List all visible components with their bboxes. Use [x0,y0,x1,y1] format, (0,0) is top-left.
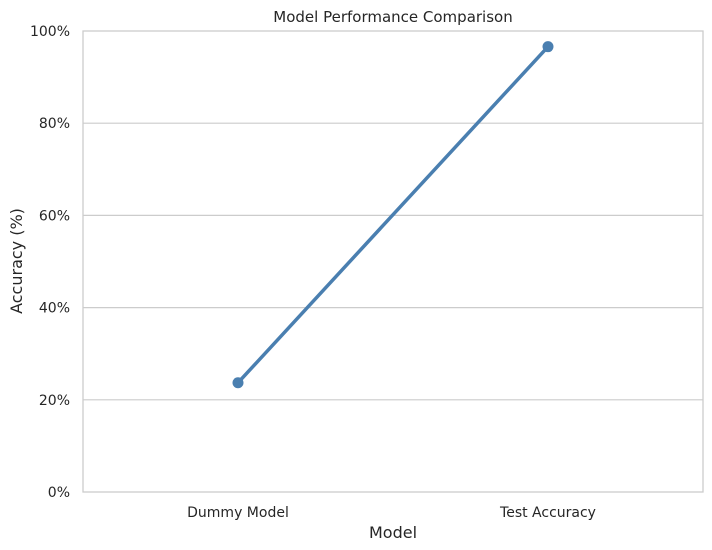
x-axis-label: Model [369,523,417,542]
y-tick-label: 80% [39,116,70,132]
y-tick-label: 0% [48,485,70,501]
y-tick-labels: 0% 20% 40% 60% 80% 100% [30,24,70,501]
y-tick-label: 40% [39,301,70,317]
y-axis-label: Accuracy (%) [7,208,26,314]
x-tick-label: Test Accuracy [499,505,596,521]
series-line [236,44,550,385]
y-tick-label: 20% [39,393,70,409]
y-tick-label: 100% [30,24,70,40]
x-tick-label: Dummy Model [187,505,289,521]
plot-frame [82,30,704,493]
y-tick-label: 60% [39,208,70,224]
chart-title: Model Performance Comparison [273,8,512,26]
data-series [232,41,554,389]
x-tick-labels: Dummy Model Test Accuracy [187,505,596,521]
data-point-test-accuracy [542,41,554,53]
data-point-dummy-model [232,377,244,389]
